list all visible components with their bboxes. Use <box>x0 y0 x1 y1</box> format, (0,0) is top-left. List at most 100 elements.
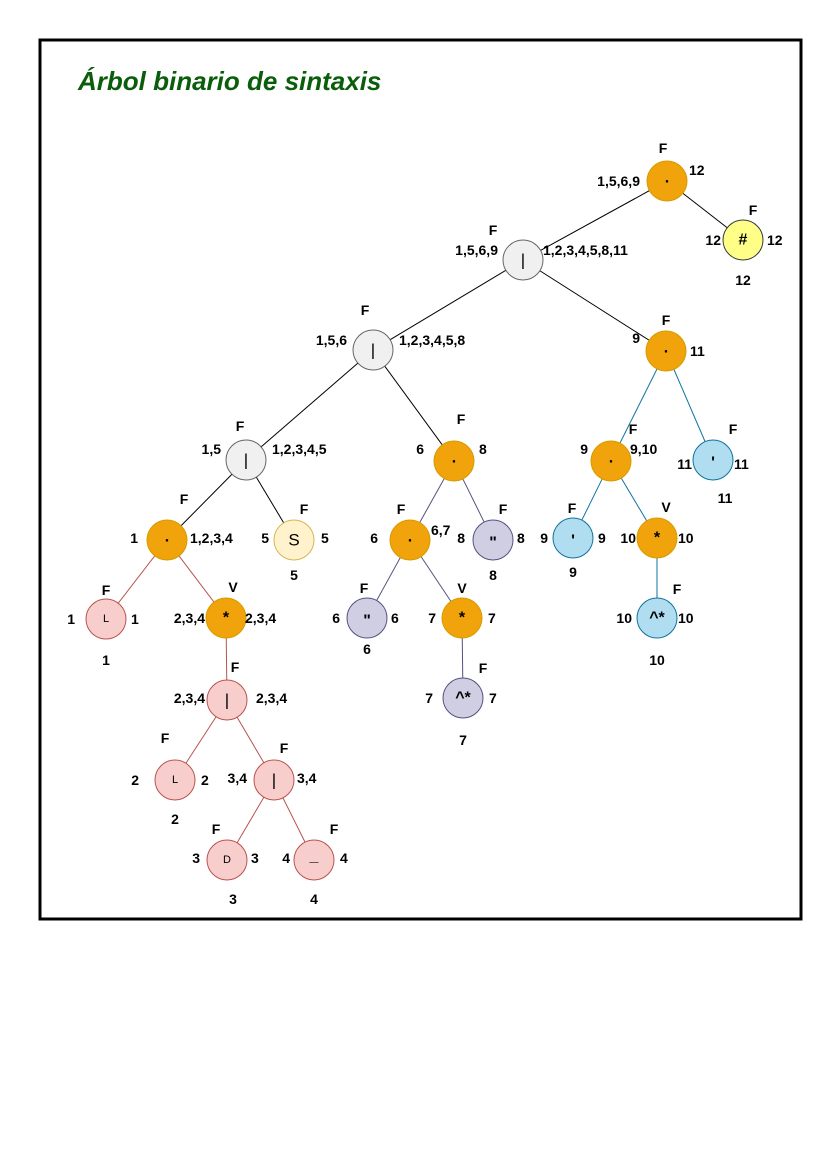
node-symbol: # <box>739 232 748 249</box>
tree-node-n23: L F 2 2 2 <box>131 730 209 827</box>
tree-node-n22: ^*F7 77 <box>425 660 497 748</box>
edge-n4-n6 <box>260 362 359 448</box>
edge-n8-n14 <box>581 478 603 521</box>
node-circle <box>146 519 188 561</box>
node-circle <box>85 598 127 640</box>
tree-node-n3: | F 1,5,6,9 1,2,3,4,5,8,11 <box>455 222 628 281</box>
edge-n1-n3 <box>540 190 650 251</box>
position-label: 2 <box>171 811 179 827</box>
lastpos-label: 6 <box>391 610 399 626</box>
lastpos-label: 3 <box>251 850 259 866</box>
tree-node-n19: * V 7 7 <box>428 580 496 639</box>
node-circle <box>225 439 267 481</box>
lastpos-label: 2,3,4 <box>256 690 287 706</box>
firstpos-label: 10 <box>616 610 632 626</box>
nullable-label: F <box>659 140 668 156</box>
firstpos-label: 6 <box>416 441 424 457</box>
node-symbol: . <box>609 450 613 467</box>
node-circle <box>206 679 248 721</box>
edge-n17-n21 <box>225 637 228 681</box>
node-circle <box>154 759 196 801</box>
edge-n24-n26 <box>282 797 306 843</box>
lastpos-label: 10 <box>678 610 694 626</box>
node-symbol: | <box>225 691 229 710</box>
nullable-label: F <box>729 421 738 437</box>
nullable-label: V <box>661 499 671 515</box>
node-circle <box>389 519 431 561</box>
node-symbol: " <box>489 535 497 552</box>
position-label: 12 <box>735 272 751 288</box>
lastpos-label: 8 <box>479 441 487 457</box>
tree-node-n21: |F 2,3,4 2,3,4 <box>174 659 287 721</box>
nullable-label: F <box>489 222 498 238</box>
tree-node-n24: |F 3,4 3,4 <box>228 740 317 801</box>
firstpos-label: 1,5,6,9 <box>597 173 640 189</box>
node-circle <box>472 519 514 561</box>
firstpos-label: 9 <box>632 330 640 346</box>
firstpos-label: 7 <box>425 690 433 706</box>
diagram-title: Árbol binario de sintaxis <box>77 66 381 96</box>
position-label: 5 <box>290 567 298 583</box>
nullable-label: F <box>397 501 406 517</box>
lastpos-label: 7 <box>489 690 497 706</box>
edge-n12-n18 <box>376 557 401 601</box>
firstpos-label: 1,5,6,9 <box>455 242 498 258</box>
lastpos-label: 1,2,3,4,5 <box>272 441 327 457</box>
node-circle <box>645 330 687 372</box>
nullable-label: F <box>361 302 370 318</box>
firstpos-label: 7 <box>428 610 436 626</box>
nullable-label: F <box>629 421 638 437</box>
lastpos-label: 8 <box>517 530 525 546</box>
firstpos-label: 1 <box>130 530 138 546</box>
lastpos-label: 2,3,4 <box>245 610 276 626</box>
nullable-label: F <box>457 411 466 427</box>
edge-n10-n16 <box>117 555 156 604</box>
edge-n7-n12 <box>419 478 445 523</box>
node-symbol: | <box>244 451 248 470</box>
nullable-label: F <box>300 501 309 517</box>
position-label: 1 <box>102 652 110 668</box>
node-circle <box>433 440 475 482</box>
firstpos-label: 1 <box>67 611 75 627</box>
position-label: 10 <box>649 652 665 668</box>
node-circle <box>552 517 594 559</box>
node-symbol: _ <box>309 848 320 865</box>
firstpos-label: 11 <box>677 456 692 472</box>
node-symbol: ' <box>571 533 575 550</box>
firstpos-label: 2,3,4 <box>174 610 205 626</box>
edge-n7-n13 <box>462 478 485 523</box>
lastpos-label: 7 <box>488 610 496 626</box>
firstpos-label: 6 <box>370 530 378 546</box>
tree-node-n20: ^* F 10 10 10 <box>616 581 693 668</box>
lastpos-label: 6,7 <box>431 522 451 538</box>
node-circle <box>352 329 394 371</box>
nullable-label: F <box>180 491 189 507</box>
node-symbol: * <box>654 530 661 547</box>
firstpos-label: 12 <box>705 232 721 248</box>
node-symbol: D <box>223 854 231 866</box>
firstpos-label: 2,3,4 <box>174 690 205 706</box>
nullable-label: F <box>673 581 682 597</box>
lastpos-label: 1 <box>131 611 139 627</box>
position-label: 4 <box>310 891 318 907</box>
node-circle <box>441 597 483 639</box>
lastpos-label: 5 <box>321 530 329 546</box>
tree-node-n26: _F4 44 <box>282 821 348 907</box>
nullable-label: F <box>212 821 221 837</box>
edge-n19-n22 <box>461 637 464 679</box>
edges-layer <box>117 190 728 844</box>
tree-node-n16: L F 1 1 1 <box>67 582 139 668</box>
tree-node-n9: ' F 11 11 11 <box>677 421 749 506</box>
node-circle <box>502 239 544 281</box>
nullable-label: F <box>479 660 488 676</box>
node-symbol: ^* <box>455 690 471 707</box>
firstpos-label: 1,5 <box>202 441 222 457</box>
nullable-label: F <box>161 730 170 746</box>
nullable-label: F <box>662 312 671 328</box>
firstpos-label: 9 <box>580 441 588 457</box>
tree-node-n1: . F 1,5,6,9 12 <box>597 140 705 202</box>
nullable-label: F <box>236 418 245 434</box>
firstpos-label: 5 <box>261 530 269 546</box>
lastpos-label: 12 <box>767 232 783 248</box>
tree-node-n10: . F 1 1,2,3,4 <box>130 491 233 561</box>
